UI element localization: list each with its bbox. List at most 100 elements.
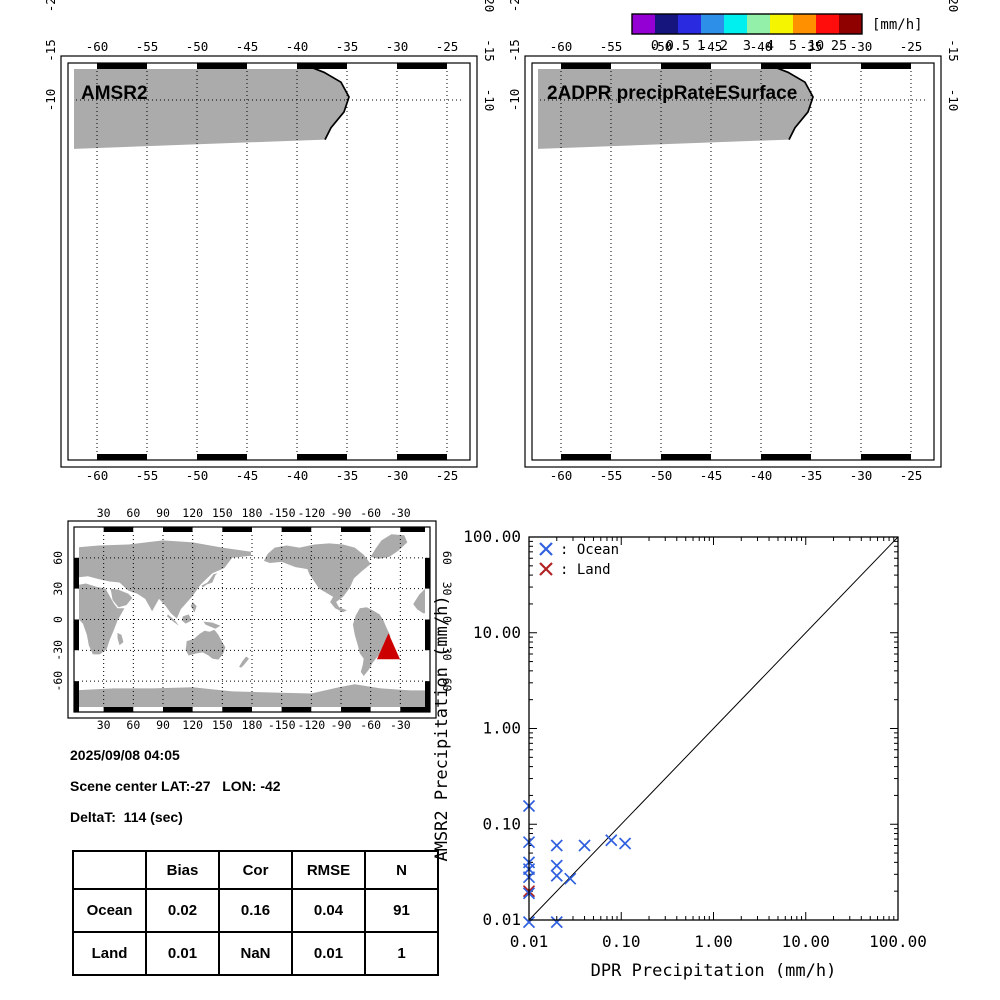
border-seg (297, 454, 347, 460)
delta-t: DeltaT: 114 (sec) (70, 809, 183, 825)
continent (185, 629, 226, 660)
lon-tick-label: -30 (386, 468, 409, 483)
border-seg (247, 454, 297, 460)
border-seg (928, 0, 934, 460)
colorbar-tick-label: 0.5 (666, 38, 690, 54)
stats-table: Bias Cor RMSE N Ocean 0.02 0.16 0.04 91 Land 0.01 N… (72, 850, 439, 976)
lon-tick-label: -30 (386, 39, 409, 54)
marker-x (522, 916, 536, 929)
stats-header-row: Bias Cor RMSE N (72, 850, 439, 890)
marker-x (550, 839, 563, 852)
border-seg (811, 454, 861, 460)
scene-center: Scene center LAT:-27 LON: -42 (70, 778, 281, 794)
marker-x (550, 859, 563, 872)
border-seg (163, 527, 193, 532)
border-seg (74, 527, 104, 532)
border-seg (425, 619, 430, 651)
lon-tick-label: 30 (97, 718, 111, 732)
border-seg (68, 0, 74, 460)
lat-tick-label: 60 (440, 551, 454, 565)
colorbar-tick-label: 1 (697, 38, 705, 54)
lon-tick-label: -60 (86, 468, 109, 483)
lat-tick-label: -10 (43, 89, 58, 112)
lon-tick-label: -60 (550, 39, 573, 54)
continent (110, 588, 133, 608)
colorbar-segment (839, 14, 862, 34)
lon-tick-label: -30 (850, 39, 873, 54)
amsr2-map: -60 -60 -55 -55 -50 -50 -45 -45 -40 -40 -35 -35 -30 -… (43, 0, 497, 483)
lon-tick-label: -35 (336, 39, 359, 54)
lon-tick-label: -25 (900, 39, 923, 54)
border-seg (761, 454, 811, 460)
continent (239, 656, 249, 668)
lon-tick-label: -60 (360, 506, 381, 520)
cell-heavy-core (720, 0, 727, 3)
border-seg (311, 527, 341, 532)
colorbar-tick-label: 0 (651, 38, 659, 54)
border-seg (611, 454, 661, 460)
cell-light-rain (309, 7, 316, 14)
lat-tick-label: -30 (51, 640, 65, 661)
colorbar-segment (701, 14, 724, 34)
outer-frame (67, 520, 437, 719)
border-seg (425, 650, 430, 682)
border-seg (911, 454, 934, 460)
border-seg (103, 707, 134, 712)
border-seg (74, 588, 79, 620)
border-seg (425, 681, 430, 712)
continent (190, 602, 197, 613)
lon-tick-label: -60 (86, 39, 109, 54)
lon-tick-label: 60 (126, 718, 140, 732)
lon-tick-label: -35 (336, 468, 359, 483)
outer-frame (524, 55, 942, 468)
lon-tick-label: -45 (236, 468, 259, 483)
colorbar-segment (655, 14, 678, 34)
border-seg (661, 63, 711, 69)
lon-tick-label: -150 (268, 718, 296, 732)
border-seg (425, 557, 430, 589)
lon-tick-label: -60 (360, 718, 381, 732)
amsr2-map-title: AMSR2 (81, 83, 148, 104)
border-seg (811, 63, 861, 69)
y-tick-label: 10.00 (473, 623, 521, 642)
dpr-map-title: 2ADPR precipRateESurface (547, 83, 798, 104)
scatter-plot: 0.01 0.10 1.00 10.00 100.00 100.00 10.00 1.00 0.… (432, 527, 927, 981)
lon-tick-label: -35 (800, 468, 823, 483)
y-axis-title: AMSR2 Precipitation (mm/h) (432, 595, 452, 861)
lon-tick-label: -90 (331, 506, 352, 520)
outer-frame (60, 55, 478, 468)
border-seg (74, 527, 79, 558)
stats-cell: 0.16 (218, 888, 293, 933)
border-seg (561, 63, 611, 69)
lon-tick-label: 150 (212, 506, 233, 520)
island-dot (720, 4, 722, 6)
border-seg (347, 63, 397, 69)
lon-tick-label: -40 (286, 39, 309, 54)
border-seg (133, 527, 163, 532)
x-tick-label: 1.00 (694, 932, 733, 951)
island-dot (706, 1, 708, 3)
lat-tick-label: -60 (440, 671, 454, 692)
stats-cell: 91 (364, 888, 439, 933)
border-seg (661, 454, 711, 460)
plot-frame (528, 536, 899, 921)
lat-tick-label: 60 (51, 551, 65, 565)
stats-cell: 0.02 (145, 888, 220, 933)
stats-header-cell: Bias (145, 850, 220, 890)
border-seg (861, 454, 911, 460)
map-content (532, 0, 934, 460)
border-seg (74, 707, 104, 712)
lat-tick-label: -20 (507, 0, 522, 12)
island-dot (587, 14, 589, 16)
colorbar-frame (631, 13, 863, 35)
lat-tick-label: 0 (51, 616, 65, 623)
lon-tick-label: -25 (436, 468, 459, 483)
lon-tick-label: -55 (136, 468, 159, 483)
lon-tick-label: -40 (286, 468, 309, 483)
border-seg (861, 63, 911, 69)
lon-tick-label: -120 (297, 718, 325, 732)
border-seg (74, 619, 79, 651)
lon-tick-label: -50 (650, 39, 673, 54)
stats-row: Land 0.01 NaN 0.01 1 (72, 931, 439, 976)
